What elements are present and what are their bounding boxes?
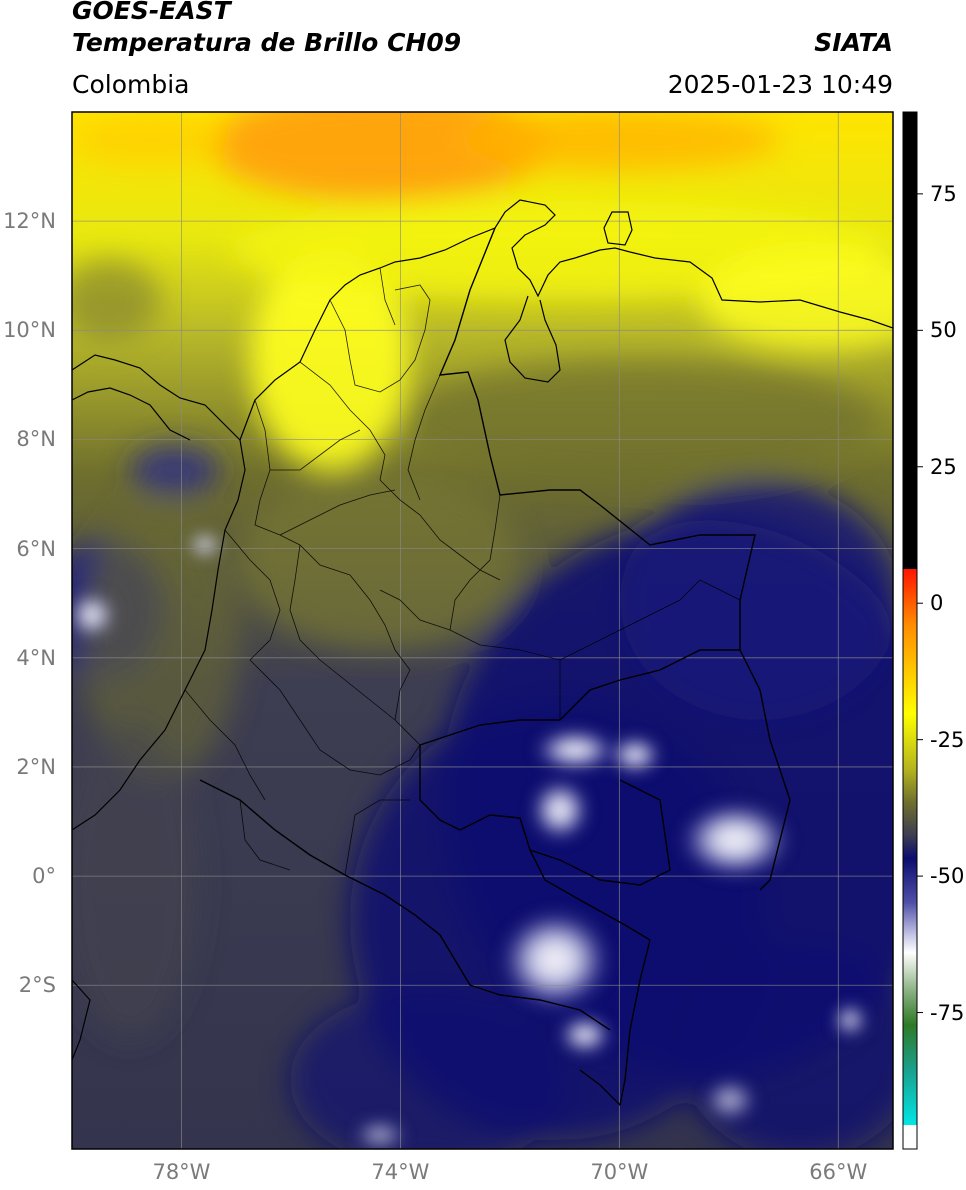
colorbar-tick-label: 25 — [930, 454, 957, 479]
lon-tick-label: 70°W — [590, 1160, 649, 1184]
lon-tick-label: 66°W — [809, 1160, 868, 1184]
coastlines — [72, 199, 893, 1061]
colorbar-white-segment — [903, 1125, 917, 1149]
datetime-label: 2025-01-23 10:49 — [667, 70, 893, 99]
colorbar-tick-label: -75 — [930, 1000, 965, 1025]
colorbar — [902, 111, 923, 1150]
colorbar-gradient — [903, 569, 917, 1125]
country-borders — [199, 227, 791, 1107]
lon-tick-label: 78°W — [152, 1160, 211, 1184]
product-title: Temperatura de Brillo CH09 — [72, 28, 462, 57]
organization-label: SIATA — [814, 28, 893, 57]
lat-tick-label: 4°N — [16, 645, 56, 670]
lon-tick-label: 74°W — [371, 1160, 430, 1184]
colorbar-black-segment — [903, 112, 917, 569]
graticule — [72, 112, 893, 1149]
colorbar-tick-label: -25 — [930, 727, 965, 752]
colorbar-tick-label: -50 — [930, 864, 965, 889]
department-borders — [184, 267, 741, 876]
region-label: Colombia — [72, 70, 190, 99]
colorbar-ticks — [917, 193, 923, 1014]
lat-tick-label: 12°N — [3, 209, 56, 234]
lat-tick-label: 2°N — [16, 754, 56, 779]
lat-tick-label: 10°N — [3, 318, 56, 343]
satellite-title: GOES-EAST — [72, 0, 231, 25]
colorbar-tick-label: 0 — [930, 591, 944, 616]
colorbar-tick-label: 50 — [930, 318, 957, 343]
lat-tick-label: 0° — [32, 864, 56, 889]
map-frame — [71, 111, 894, 1150]
colorbar-tick-label: 75 — [930, 181, 957, 206]
satellite-imagery — [72, 112, 893, 1149]
colorbar-frame — [902, 111, 918, 1150]
lat-tick-label: 6°N — [16, 536, 56, 561]
lat-tick-label: 8°N — [16, 427, 56, 452]
lat-tick-label: 2°S — [18, 973, 56, 998]
